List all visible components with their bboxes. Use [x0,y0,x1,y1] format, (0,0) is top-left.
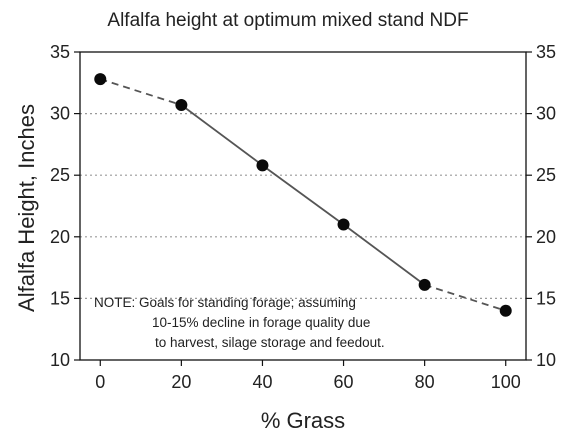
data-point [175,98,188,111]
y-tick-label-left: 15 [50,288,70,308]
axis-ticks: 10 15 20 25 30 35 10 15 20 25 30 35 0 20 40 60 80 100 [50,42,556,392]
y-tick-label-right: 10 [536,350,556,370]
y-tick-label-right: 30 [536,104,556,124]
y-tick-label-right: 25 [536,165,556,185]
series-segment-dashed [99,78,182,106]
data-point [256,159,269,172]
x-axis-label: % Grass [261,408,345,433]
y-tick-label-right: 35 [536,42,556,62]
x-tick-label: 60 [334,372,354,392]
y-tick-label-left: 10 [50,350,70,370]
series-points [94,73,512,317]
x-tick-label: 80 [415,372,435,392]
data-point [337,218,350,231]
data-point [499,304,512,317]
plot-area [79,51,527,361]
y-tick-label-right: 15 [536,288,556,308]
series-segment-dashed [424,283,507,312]
note-line-3: to harvest, silage storage and feedout. [155,335,385,350]
y-tick-label-left: 25 [50,165,70,185]
y-tick-label-left: 20 [50,227,70,247]
y-axis-label: Alfalfa Height, Inches [14,104,39,312]
series-segment-solid [180,104,263,167]
chart-title: Alfalfa height at optimum mixed stand ND… [107,10,468,31]
series-segment-solid [343,223,426,286]
y-tick-label-left: 30 [50,104,70,124]
grid [80,112,526,299]
y-tick-label-right: 20 [536,227,556,247]
note-line-2: 10-15% decline in forage quality due [152,315,370,330]
x-tick-label: 100 [491,372,521,392]
series-lines [99,78,507,312]
x-tick-label: 40 [252,372,272,392]
x-tick-label: 0 [95,372,105,392]
series-segment-solid [261,164,345,226]
data-point [94,73,107,86]
data-point [418,278,431,291]
note-line-1: NOTE: Goals for standing forage; assumin… [94,295,356,310]
y-tick-label-left: 35 [50,42,70,62]
x-tick-label: 20 [171,372,191,392]
